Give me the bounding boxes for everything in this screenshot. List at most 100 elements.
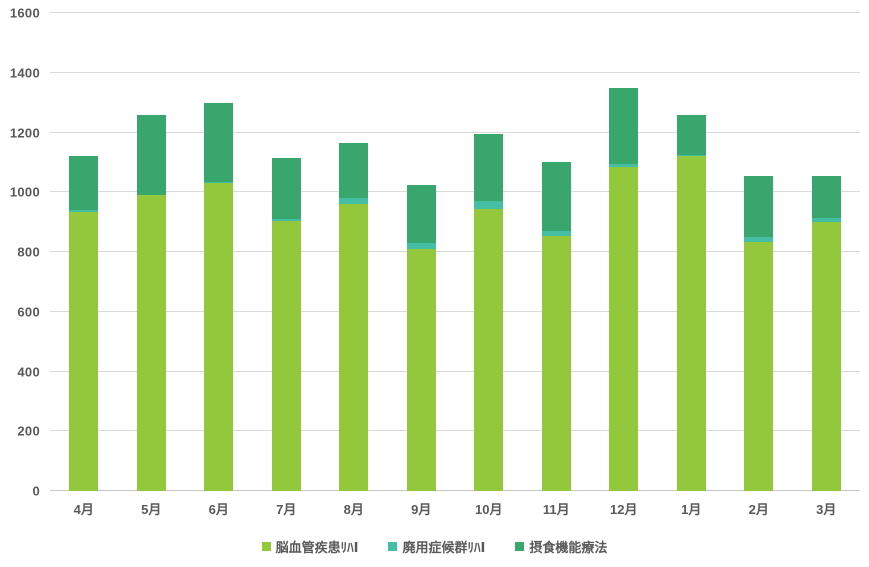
bar-segment [339,198,369,205]
x-tick-label: 10月 [475,502,503,517]
gridline-1600 [50,12,860,13]
stacked-bar-5月 [136,13,166,491]
bar-segment [204,183,234,491]
gridline-1200 [50,131,860,133]
stacked-bar-11月 [541,13,571,491]
gridline-600 [50,310,860,312]
bar-segment [744,175,774,238]
x-axis: 4月 5月 6月 7月 8月 9月 10月 11月 12月 1月 2月 3月 [50,499,860,518]
gridline-0 [50,490,860,491]
bar-slot-8月 [320,13,388,491]
bar-segment [406,243,436,250]
y-tick-label: 1200 [9,125,40,140]
stacked-bar-4月 [69,13,99,491]
bar-segment [609,163,639,167]
bar-segment [339,204,369,491]
bar-segment [811,175,841,218]
legend-label: 摂食機能療法 [529,540,608,555]
y-tick-label: 400 [17,364,40,379]
bar-segment [136,114,166,196]
bar-segment [69,156,99,211]
bar-segment [676,156,706,491]
bar-slot-4月 [50,13,118,491]
stacked-bar-9月 [406,13,436,491]
bar-segment [136,195,166,491]
stacked-bar-3月 [811,13,841,491]
x-tick-label: 6月 [208,502,229,517]
bar-slot-1月 [658,13,726,491]
stacked-bar-10月 [474,13,504,491]
stacked-bar-6月 [204,13,234,491]
x-tick-label: 12月 [610,502,638,517]
bar-segment [744,241,774,491]
bar-segment [271,220,301,491]
y-tick-label: 1600 [9,5,40,21]
bar-segment [609,87,639,164]
y-tick-label: 1400 [9,65,40,81]
bar-slot-5月 [118,13,186,491]
bar-slot-10月 [455,13,523,491]
bar-segment [676,114,706,155]
gridline-400 [50,370,860,372]
x-tick-label: 8月 [343,502,364,517]
x-tick-label: 9月 [411,502,432,517]
gridline-200 [50,430,860,432]
bar-segment [204,102,234,182]
bar-segment [69,211,99,491]
gridline-800 [50,251,860,252]
legend-swatch-icon [515,542,525,551]
bar-segment [474,201,504,209]
bar-segment [406,249,436,491]
legend-item-2: 摂食機能療法 [515,537,607,556]
bar-segment [811,217,841,223]
bar-segment [474,134,504,202]
gridline-1400 [50,71,860,73]
y-tick-label: 600 [17,304,40,320]
x-tick-label: 2月 [748,502,769,517]
bar-segment [339,142,369,199]
y-tick-label: 0 [32,483,40,499]
y-tick-label: 1000 [9,184,40,200]
stacked-bar-8月 [339,13,369,491]
x-tick-label: 11月 [542,502,570,517]
bar-segment [676,154,706,157]
bar-segment [271,157,301,220]
bar-segment [811,222,841,491]
bar-slot-9月 [388,13,456,491]
legend-label: 廃用症候群ﾘﾊⅠ [402,540,486,555]
bar-slot-11月 [523,13,591,491]
x-tick-label: 3月 [816,502,837,517]
bar-segment [541,162,571,232]
bar-slot-6月 [185,13,253,491]
stacked-bar-1月 [676,13,706,491]
bar-segment [271,219,301,221]
bar-segment [541,235,571,491]
x-tick-label: 5月 [141,502,162,517]
bar-slot-7月 [253,13,321,491]
bar-segment [474,208,504,491]
x-tick-label: 7月 [276,502,297,517]
stacked-bar-2月 [744,13,774,491]
stacked-bar-7月 [271,13,301,491]
y-tick-label: 800 [17,244,40,260]
bar-slot-3月 [793,13,861,491]
legend-item-0: 脳血管疾患ﾘﾊⅠ [261,537,358,556]
bar-segment [609,166,639,491]
bar-segment [541,231,571,236]
legend-item-1: 廃用症候群ﾘﾊⅠ [388,537,485,556]
bar-slot-12月 [590,13,658,491]
bars-container [50,13,860,491]
x-tick-label: 1月 [681,502,702,517]
legend: 脳血管疾患ﾘﾊⅠ 廃用症候群ﾘﾊⅠ 摂食機能療法 [0,537,869,556]
stacked-bar-12月 [609,13,639,491]
legend-swatch-icon [388,542,398,551]
gridline-1000 [50,191,860,193]
bar-slot-2月 [725,13,793,491]
bar-segment [69,210,99,212]
y-tick-label: 200 [17,423,40,439]
legend-swatch-icon [261,542,271,551]
plot-area [50,12,860,491]
bar-segment [406,184,436,244]
x-tick-label: 4月 [73,502,94,517]
